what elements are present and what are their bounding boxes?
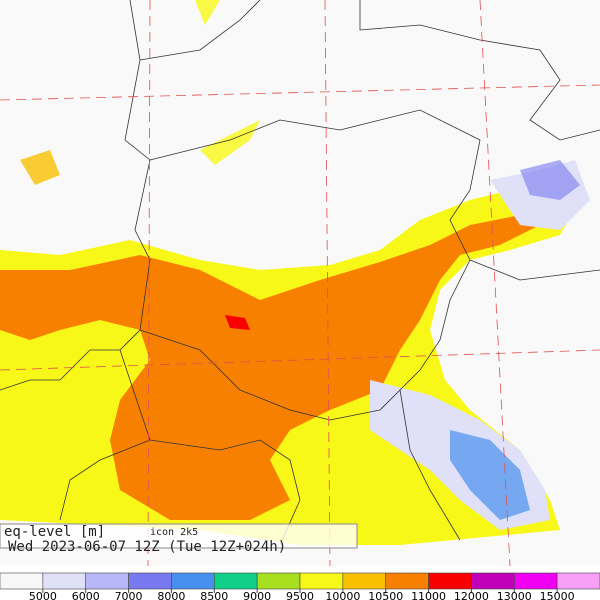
tick-label: 9000 xyxy=(243,590,271,600)
info-box xyxy=(0,523,358,549)
tick-label: 8500 xyxy=(200,590,228,600)
color-box xyxy=(342,572,387,590)
color-box xyxy=(299,572,344,590)
tick-label: 7000 xyxy=(115,590,143,600)
tick-label: 12000 xyxy=(454,590,489,600)
borders xyxy=(0,0,600,546)
color-box xyxy=(0,572,44,590)
colorbar: 5000 6000 7000 8000 8500 9000 9500 10000 10500 11… xyxy=(0,572,600,600)
color-box xyxy=(213,572,258,590)
tick-label: 10000 xyxy=(325,590,360,600)
tick-label: 8000 xyxy=(157,590,185,600)
color-box xyxy=(256,572,301,590)
tick-label: 11000 xyxy=(411,590,446,600)
variable-label: eq-level [m] xyxy=(4,524,105,540)
color-box xyxy=(471,572,515,590)
tick-label: 9500 xyxy=(286,590,314,600)
color-box xyxy=(42,572,87,590)
grid xyxy=(0,0,600,567)
color-box xyxy=(171,572,215,590)
tick-label: 6000 xyxy=(72,590,100,600)
tick-label: 10500 xyxy=(368,590,403,600)
model-label: icon 2k5 xyxy=(150,527,198,538)
color-box xyxy=(85,572,129,590)
color-box xyxy=(385,572,429,590)
color-box xyxy=(513,572,558,590)
color-box xyxy=(128,572,172,590)
color-box xyxy=(556,572,600,590)
tick-label: 13000 xyxy=(497,590,532,600)
time-label: Wed 2023-06-07 12Z (Tue 12Z+024h) xyxy=(8,539,286,555)
color-box xyxy=(428,572,472,590)
tick-label: 15000 xyxy=(540,590,575,600)
tick-label: 5000 xyxy=(29,590,57,600)
